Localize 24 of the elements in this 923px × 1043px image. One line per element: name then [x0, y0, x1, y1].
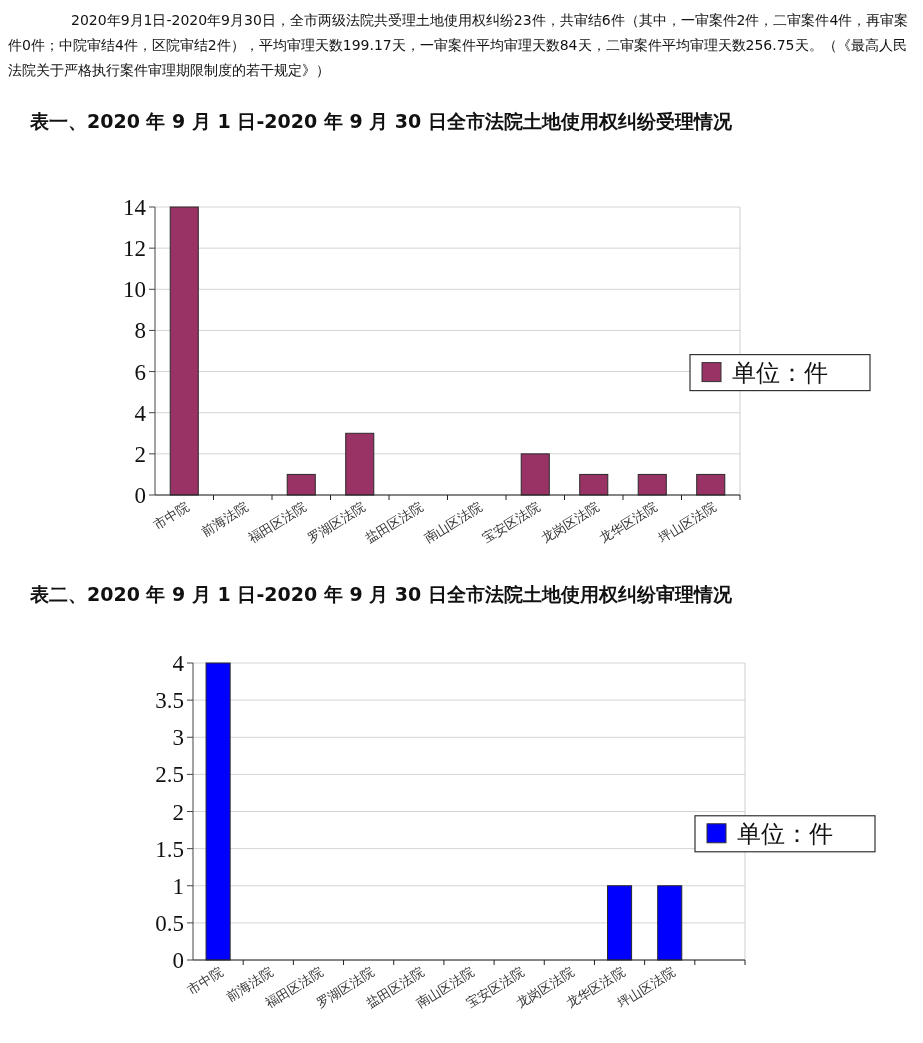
y-tick-label: 4	[172, 651, 185, 677]
legend-label: 单位：件	[737, 821, 833, 848]
y-tick-label: 6	[134, 359, 146, 385]
y-tick-label: 14	[123, 195, 147, 221]
y-tick-label: 1.5	[155, 836, 184, 862]
y-tick-label: 8	[134, 318, 146, 344]
y-tick-label: 1	[172, 873, 184, 899]
x-tick-label: 市中院	[150, 498, 192, 533]
legend-label: 单位：件	[732, 360, 828, 387]
x-tick-label: 市中院	[184, 963, 226, 998]
chart-title: 表二、2020 年 9 月 1 日-2020 年 9 月 30 日全市法院土地使用权纠纷审理情况	[29, 583, 733, 605]
y-tick-label: 0	[172, 948, 184, 974]
y-tick-label: 4	[134, 400, 147, 426]
y-tick-label: 10	[123, 277, 146, 303]
chart-title: 表一、2020 年 9 月 1 日-2020 年 9 月 30 日全市法院土地使用权纠纷受理情况	[29, 110, 733, 132]
y-tick-label: 0	[134, 483, 146, 509]
y-tick-label: 2	[172, 799, 184, 825]
text: 2020年9月1日-2020年9月30日，全市两级法院共受理土地使用权纠纷23件，共审结6件（其中，一审案件2件，二审案件4件，再审案件0件；中院审结4件，区院审结2件），平均审理天数199.17天，一审案件平均审理天数84天，二审案件平均审理天数256.75天。（《最高人民法院关于严格执行案件审理期限制度的若干规定》）	[8, 11, 910, 80]
y-tick-label: 2.5	[155, 762, 184, 788]
y-tick-label: 12	[123, 236, 146, 262]
y-tick-label: 0.5	[155, 910, 184, 936]
y-tick-label: 3.5	[155, 688, 184, 714]
y-tick-label: 2	[134, 441, 146, 467]
y-tick-label: 3	[172, 725, 184, 751]
